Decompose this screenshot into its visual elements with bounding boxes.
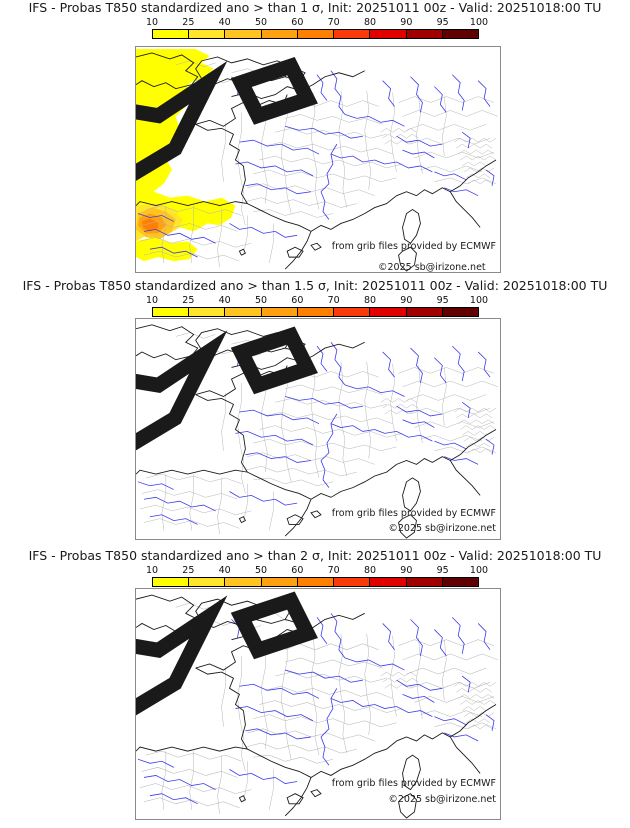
colorbar-segment-95-100 [442, 308, 478, 316]
balearic-islands-icon [136, 326, 318, 451]
colorbar-segment-40-50 [225, 30, 262, 38]
map-svg [136, 324, 499, 539]
alpine-admin-detail [380, 128, 497, 185]
colorbar-tick-70: 70 [327, 17, 340, 28]
colorbar-gradient [152, 307, 479, 317]
colorbar-tick-labels: 10 25 40 50 60 70 80 90 95 100 [146, 295, 488, 307]
colorbar-segment-25-40 [189, 308, 226, 316]
colorbar-segment-90-95 [406, 578, 443, 586]
colorbar-tick-25: 25 [182, 565, 195, 576]
rivers [137, 70, 495, 258]
colorbar-tick-90: 90 [400, 295, 413, 306]
colorbar-tick-50: 50 [254, 565, 268, 576]
colorbar-segment-70-80 [334, 30, 371, 38]
colorbar-segment-80-90 [370, 30, 407, 38]
colorbar-segment-90-95 [406, 30, 443, 38]
colorbar-tick-60: 60 [291, 17, 304, 28]
colorbar-segment-10-25 [153, 30, 190, 38]
panel-title: IFS - Probas T850 standardized ano > tha… [28, 548, 602, 563]
colorbar-segment-25-40 [189, 578, 226, 586]
colorbar-segment-40-50 [225, 578, 262, 586]
colorbar-gradient [152, 577, 479, 587]
colorbar-segment-50-60 [261, 308, 298, 316]
alpine-admin-detail [380, 398, 497, 454]
colorbar-tick-80: 80 [363, 565, 377, 576]
colorbar-segment-60-70 [297, 30, 335, 38]
colorbar-segment-70-80 [334, 308, 371, 316]
forecast-panel-1p5sigma: IFS - Probas T850 standardized ano > tha… [0, 278, 630, 548]
colorbar-segment-10-25 [153, 578, 190, 586]
colorbar-tick-95: 95 [436, 295, 449, 306]
colorbar-tick-10: 10 [145, 565, 159, 576]
colorbar-segment-60-70 [297, 578, 335, 586]
colorbar-segment-95-100 [442, 30, 478, 38]
colorbar-tick-80: 80 [363, 17, 377, 28]
colorbar-gradient [152, 29, 479, 39]
ecmwf-attribution: from grib files provided by ECMWF [331, 241, 496, 252]
colorbar-segment-70-80 [334, 578, 371, 586]
colorbar-segment-90-95 [406, 308, 443, 316]
colorbar-tick-100: 100 [469, 565, 489, 576]
colorbar-segment-80-90 [370, 308, 407, 316]
map-canvas-2sigma[interactable]: from grib files provided by ECMWF ©2025 … [135, 588, 501, 820]
colorbar-tick-40: 40 [218, 17, 231, 28]
colorbar-tick-50: 50 [254, 17, 268, 28]
colorbar-1sigma: 10 25 40 50 60 70 80 90 95 100 [146, 17, 488, 40]
copyright-1: ©2025 sb@irizone.net [378, 262, 486, 273]
map-canvas-1sigma[interactable]: from grib files provided by ECMWF [135, 46, 501, 273]
colorbar-segment-50-60 [261, 30, 298, 38]
colorbar-segment-25-40 [189, 30, 226, 38]
colorbar-segment-60-70 [297, 308, 335, 316]
coastlines [136, 594, 497, 819]
colorbar-tick-25: 25 [182, 295, 195, 306]
colorbar-segment-40-50 [225, 308, 262, 316]
colorbar-2sigma: 10 25 40 50 60 70 80 90 95 100 [146, 565, 488, 588]
colorbar-segment-95-100 [442, 578, 478, 586]
colorbar-tick-100: 100 [469, 17, 489, 28]
colorbar-tick-90: 90 [400, 17, 413, 28]
colorbar-1p5sigma: 10 25 40 50 60 70 80 90 95 100 [146, 295, 488, 318]
copyright-3: ©2025 sb@irizone.net [388, 794, 496, 805]
colorbar-tick-70: 70 [327, 565, 340, 576]
colorbar-tick-60: 60 [291, 565, 304, 576]
colorbar-tick-80: 80 [363, 295, 377, 306]
admin-boundaries [139, 332, 499, 535]
colorbar-tick-40: 40 [218, 295, 231, 306]
colorbar-segment-50-60 [261, 578, 298, 586]
alpine-admin-detail [380, 671, 497, 730]
forecast-panel-1sigma: IFS - Probas T850 standardized ano > tha… [0, 0, 630, 278]
balearic-islands-icon [136, 56, 318, 181]
forecast-panel-2sigma: IFS - Probas T850 standardized ano > tha… [0, 548, 630, 828]
colorbar-tick-labels: 10 25 40 50 60 70 80 90 95 100 [146, 565, 488, 577]
colorbar-tick-50: 50 [254, 295, 268, 306]
rivers [137, 613, 495, 805]
colorbar-tick-10: 10 [145, 295, 159, 306]
colorbar-tick-10: 10 [145, 17, 159, 28]
colorbar-tick-60: 60 [291, 295, 304, 306]
colorbar-tick-70: 70 [327, 295, 340, 306]
colorbar-segment-10-25 [153, 308, 190, 316]
colorbar-tick-25: 25 [182, 17, 195, 28]
colorbar-tick-100: 100 [469, 295, 489, 306]
colorbar-tick-95: 95 [436, 17, 449, 28]
copyright-2: ©2025 sb@irizone.net [388, 523, 496, 534]
colorbar-tick-95: 95 [436, 565, 449, 576]
map-svg [136, 594, 499, 819]
panel-title: IFS - Probas T850 standardized ano > tha… [22, 278, 608, 293]
map-canvas-1p5sigma[interactable]: from grib files provided by ECMWF ©2025 … [135, 318, 501, 540]
colorbar-segment-80-90 [370, 578, 407, 586]
colorbar-tick-labels: 10 25 40 50 60 70 80 90 95 100 [146, 17, 488, 29]
colorbar-tick-90: 90 [400, 565, 413, 576]
balearic-islands-icon [136, 591, 318, 716]
ecmwf-attribution: from grib files provided by ECMWF [331, 778, 496, 789]
ecmwf-attribution: from grib files provided by ECMWF [331, 508, 496, 519]
panel-title: IFS - Probas T850 standardized ano > tha… [28, 0, 602, 15]
colorbar-tick-40: 40 [218, 565, 231, 576]
